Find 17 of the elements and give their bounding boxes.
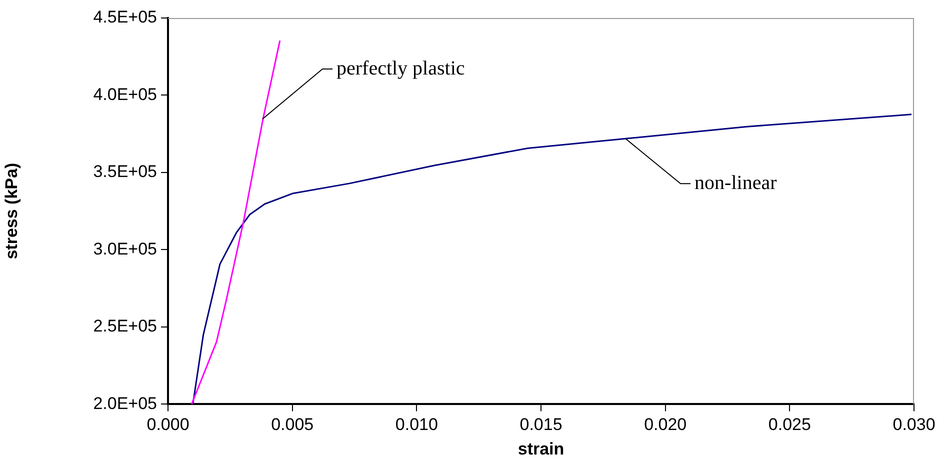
x-tick-label: 0.030	[892, 415, 936, 434]
x-tick-label: 0.025	[768, 415, 811, 434]
x-tick-label: 0.020	[644, 415, 687, 434]
x-axis-title: strain	[518, 439, 564, 458]
x-tick-label: 0.015	[520, 415, 562, 434]
y-tick-label: 4.5E+05	[93, 8, 157, 27]
x-tick-label: 0.010	[395, 415, 438, 434]
y-axis-title: stress (kPa)	[2, 162, 21, 260]
y-tick-label: 3.0E+05	[93, 239, 157, 258]
y-tick-label: 3.5E+05	[93, 162, 157, 182]
y-tick-label: 2.5E+05	[93, 316, 157, 336]
annotation: non-linear	[694, 172, 778, 194]
y-tick-label: 4.0E+05	[93, 84, 157, 104]
y-tick-label: 2.0E+05	[93, 394, 157, 413]
x-tick-label: 0.000	[146, 415, 190, 434]
annotation: perfectly plastic	[336, 57, 465, 80]
x-tick-label: 0.005	[271, 415, 314, 434]
